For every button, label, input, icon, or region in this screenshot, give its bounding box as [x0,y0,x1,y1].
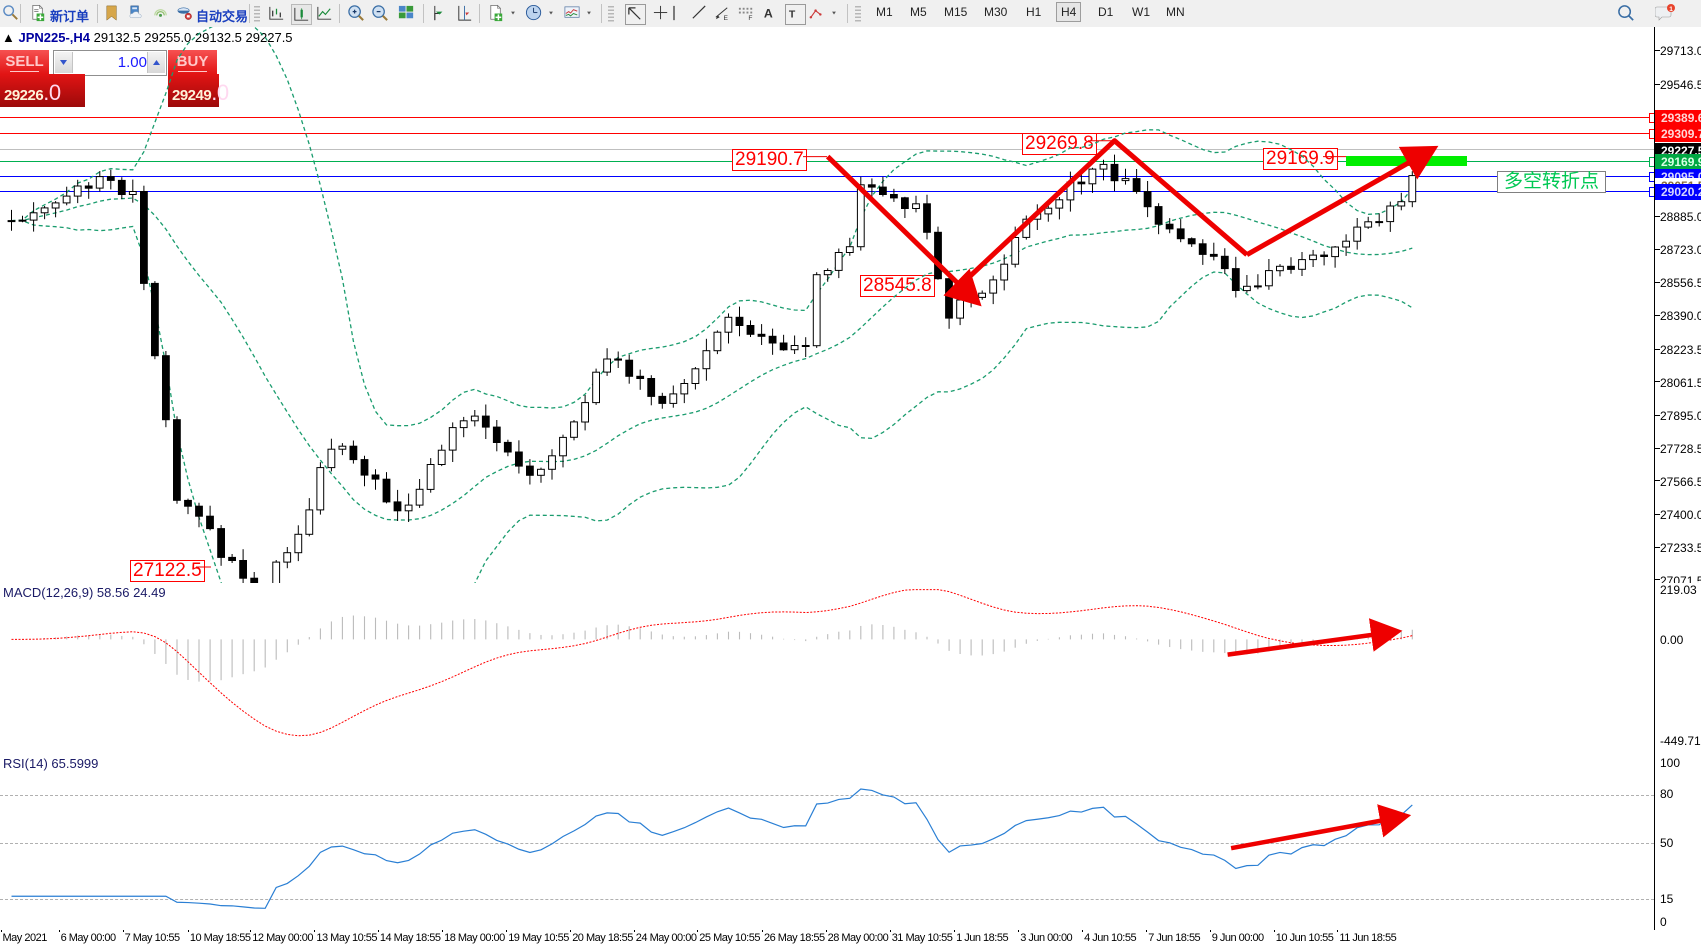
svg-text:A: A [764,6,773,20]
svg-text:F: F [748,15,752,22]
svg-text:T: T [789,9,796,20]
svg-text:1: 1 [1669,6,1673,13]
svg-text:E: E [723,15,728,22]
